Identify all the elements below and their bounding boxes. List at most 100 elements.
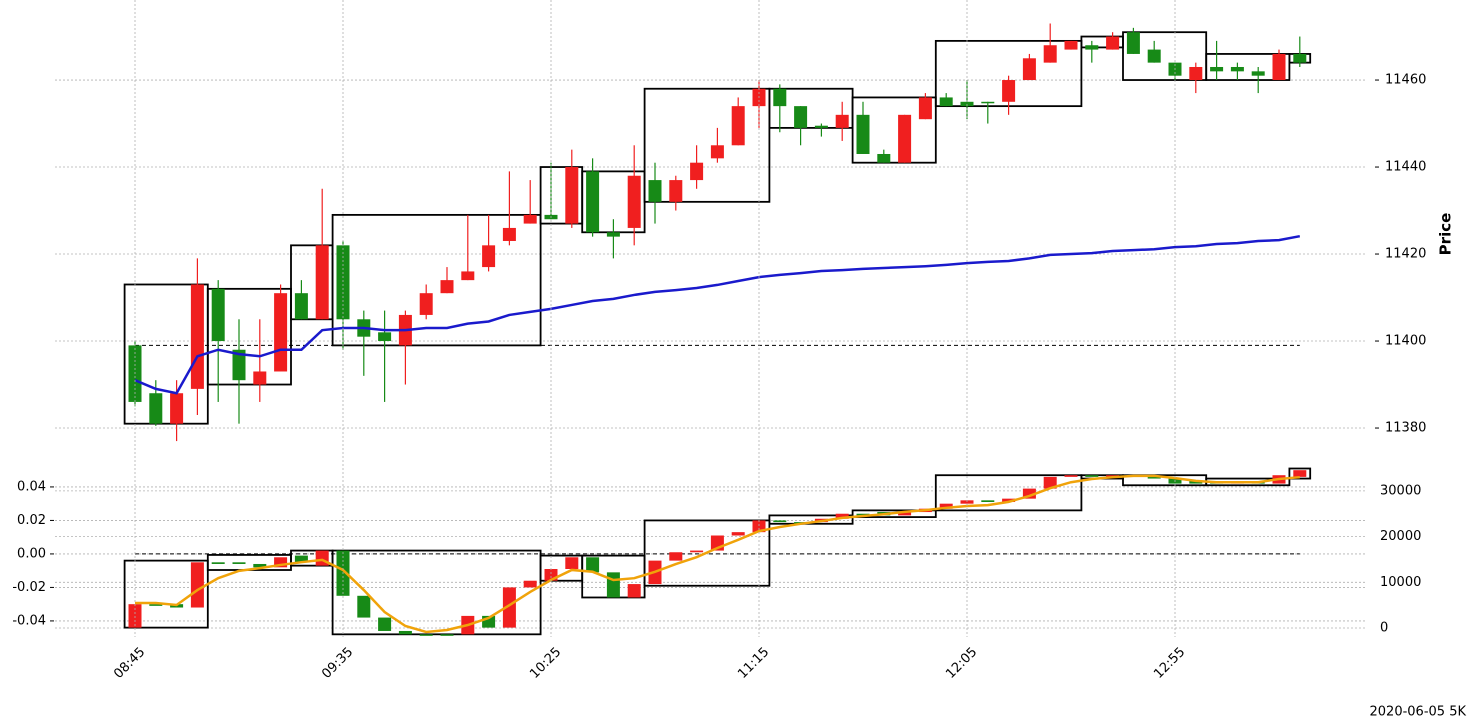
candle-body [918, 97, 932, 120]
candle-body [939, 503, 953, 509]
candle-body [1293, 470, 1307, 477]
candle-body [939, 97, 953, 107]
y-tick-label: -0.04 [12, 613, 46, 628]
candle-body [981, 101, 995, 104]
candle-body [232, 562, 246, 564]
candle-body [1043, 476, 1057, 489]
indicator-line [135, 474, 1300, 634]
y-tick-label: 0.02 [17, 513, 46, 528]
y-tick-label: 11420 [1385, 247, 1426, 262]
y-tick-label: 0.00 [17, 546, 46, 561]
candle-body [1064, 475, 1078, 477]
candle-body [461, 271, 475, 281]
candle-body [794, 106, 808, 128]
y-tick-label: -0.02 [12, 580, 46, 595]
range-box [851, 509, 937, 518]
candle-body [981, 500, 995, 503]
candle-body [669, 552, 683, 561]
candle-body [274, 557, 288, 568]
candle-body [627, 175, 641, 228]
y-axis-label: Price [1437, 213, 1455, 256]
range-box [934, 474, 1083, 512]
x-tick-label: 10:25 [527, 645, 564, 682]
range-box [643, 87, 771, 203]
candle-body [398, 630, 412, 635]
candle-body [1210, 66, 1224, 72]
candle-body [1147, 49, 1161, 63]
candle-body [1022, 488, 1036, 499]
candle-body [523, 214, 537, 224]
candle-body [440, 634, 454, 636]
candle-body [190, 562, 204, 608]
candle-body [690, 550, 704, 553]
candle-body [336, 245, 350, 320]
candle-body [149, 604, 163, 606]
candle-body [253, 371, 267, 385]
candle-body [482, 245, 496, 268]
candle-body [1064, 40, 1078, 50]
range-box [206, 287, 292, 386]
candle-body [627, 584, 641, 598]
x-tick-label: 12:05 [943, 645, 980, 682]
footer: 2020-06-05 5K [1370, 705, 1467, 720]
candle-body [1147, 476, 1161, 479]
candle-body [357, 595, 371, 618]
candle-body [606, 232, 620, 237]
candle-body [1085, 475, 1099, 477]
candle-body [856, 513, 870, 516]
candle-body [1189, 66, 1203, 81]
range-box [851, 96, 937, 164]
candle-body [586, 557, 600, 573]
range-box [1205, 53, 1291, 81]
candle-body [814, 125, 828, 128]
candle-body [1251, 71, 1265, 76]
candle-body [502, 587, 516, 628]
y-tick-label: 11460 [1385, 73, 1426, 88]
candle-body [710, 145, 724, 159]
x-tick-label: 09:35 [319, 645, 356, 682]
indicator-line [134, 234, 1301, 395]
candle-body [1002, 498, 1016, 503]
candle-body [294, 293, 308, 320]
candle-body [773, 88, 787, 107]
candle-body [1106, 36, 1120, 50]
candle-body [502, 227, 516, 241]
y-tick-label: 11400 [1385, 334, 1426, 349]
candle-body [294, 555, 308, 563]
range-box [123, 559, 209, 629]
candle-body [378, 332, 392, 342]
candle-body [211, 288, 225, 342]
candle-body [1085, 45, 1099, 50]
candle-body [565, 167, 579, 224]
candle-body [378, 617, 392, 631]
candle-body [170, 393, 184, 424]
candle-body [835, 114, 849, 128]
x-tick-label: 08:45 [111, 645, 148, 682]
x-tick-label: 11:15 [735, 645, 772, 682]
candle-body [606, 572, 620, 598]
y2-tick-label: 0 [1380, 620, 1388, 635]
range-box [331, 213, 542, 347]
candle-body [1022, 58, 1036, 81]
candle-body [440, 280, 454, 294]
candle-body [1043, 45, 1057, 63]
y2-tick-label: 30000 [1380, 483, 1421, 498]
x-tick-label: 12:55 [1151, 645, 1188, 682]
candle-body [586, 171, 600, 233]
candle-body [1126, 32, 1140, 54]
candle-body [877, 153, 891, 163]
candle-body [544, 569, 558, 581]
candle-body [835, 513, 849, 519]
candle-body [1272, 53, 1286, 81]
y2-tick-label: 20000 [1380, 529, 1421, 544]
y-tick-label: 0.04 [17, 479, 46, 494]
candle-body [565, 557, 579, 569]
range-box [768, 514, 854, 525]
candle-body [856, 114, 870, 154]
candle-body [731, 106, 745, 146]
candle-body [648, 180, 662, 202]
candle-body [253, 563, 267, 568]
candle-body [960, 500, 974, 504]
candle-body [773, 520, 787, 523]
